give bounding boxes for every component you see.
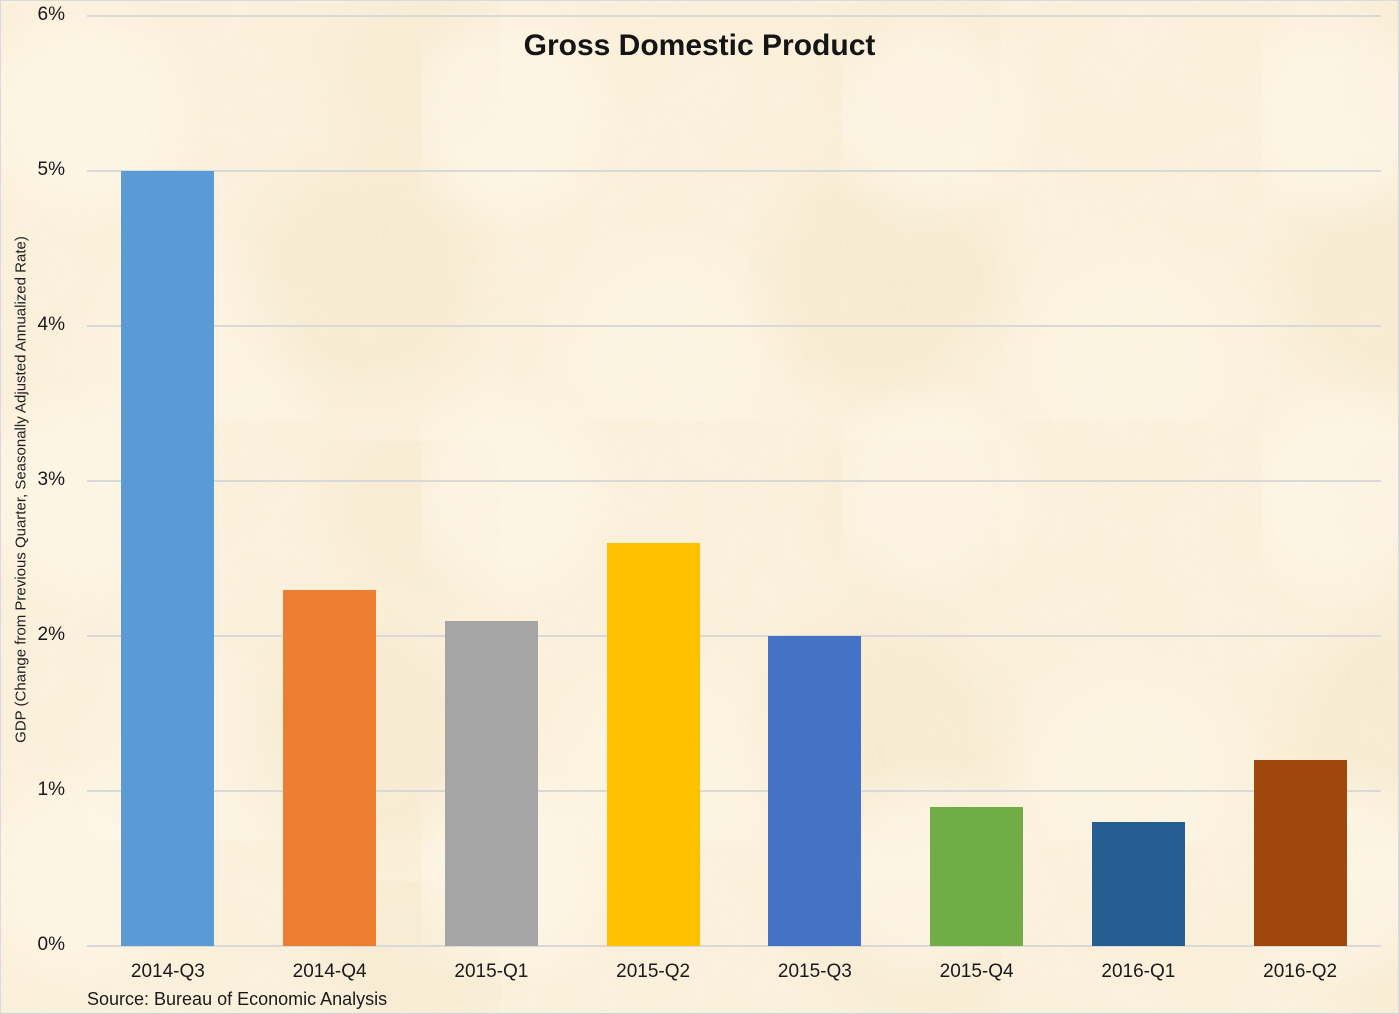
x-label-2015-Q3: 2015-Q3 xyxy=(777,961,852,982)
gridline-4% xyxy=(87,325,1381,327)
y-tick-4%: 4% xyxy=(37,314,65,335)
gridline-6% xyxy=(87,15,1381,17)
x-label-2014-Q3: 2014-Q3 xyxy=(130,961,205,982)
y-tick-2%: 2% xyxy=(37,624,65,645)
bar-2016-Q1 xyxy=(1091,822,1185,946)
x-label-2015-Q2: 2015-Q2 xyxy=(616,961,691,982)
source-note: Source: Bureau of Economic Analysis xyxy=(87,989,388,1009)
gridline-5% xyxy=(87,170,1381,172)
y-tick-6%: 6% xyxy=(37,4,65,25)
chart-title: Gross Domestic Product xyxy=(523,29,876,62)
y-tick-0%: 0% xyxy=(37,934,65,955)
x-label-2015-Q1: 2015-Q1 xyxy=(454,961,529,982)
bar-2015-Q4 xyxy=(930,806,1024,946)
y-tick-1%: 1% xyxy=(37,779,65,800)
gridline-3% xyxy=(87,480,1381,482)
bar-2014-Q4 xyxy=(283,589,377,946)
bar-2015-Q1 xyxy=(444,620,538,946)
x-label-2016-Q1: 2016-Q1 xyxy=(1101,961,1176,982)
gridline-2% xyxy=(87,635,1381,637)
bar-2015-Q3 xyxy=(768,636,862,946)
bar-2015-Q2 xyxy=(606,543,700,946)
x-label-2016-Q2: 2016-Q2 xyxy=(1263,961,1338,982)
x-label-2014-Q4: 2014-Q4 xyxy=(292,961,367,982)
bar-2014-Q3 xyxy=(121,171,215,946)
x-label-2015-Q4: 2015-Q4 xyxy=(939,961,1014,982)
gridline-1% xyxy=(87,790,1381,792)
bar-2016-Q2 xyxy=(1253,760,1347,946)
x-axis-line xyxy=(87,945,1381,947)
y-tick-5%: 5% xyxy=(37,159,65,180)
y-tick-3%: 3% xyxy=(37,469,65,490)
